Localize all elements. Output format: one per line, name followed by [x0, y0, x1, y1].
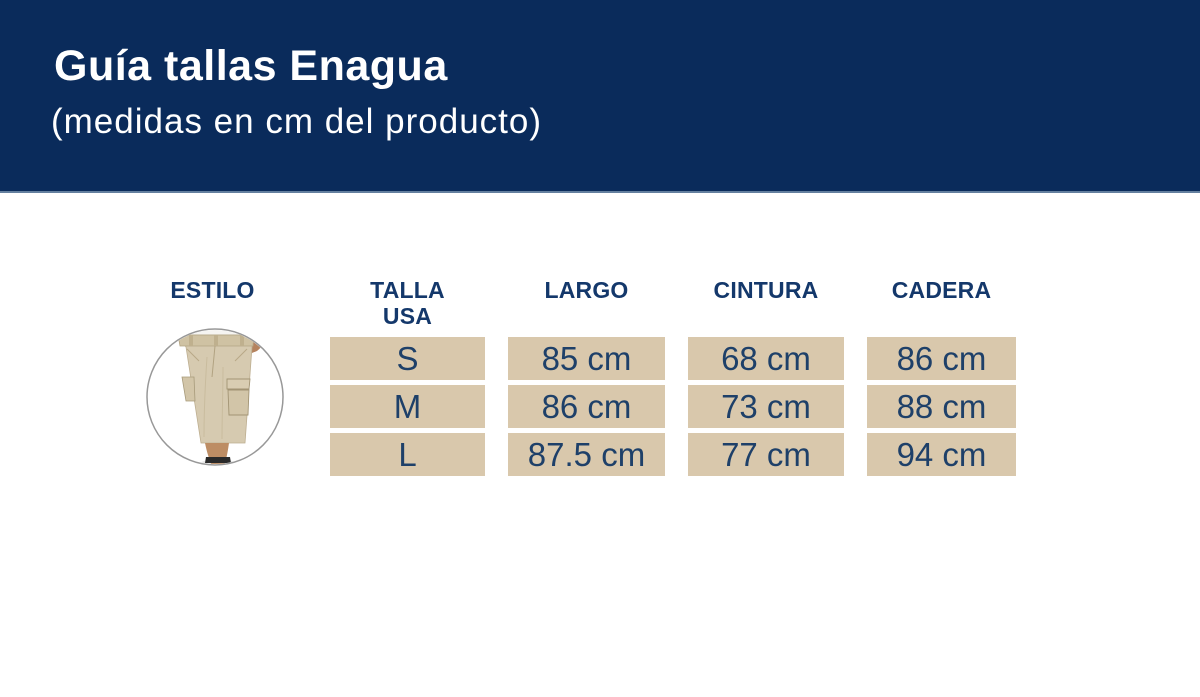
cargo-pocket-flap — [226, 378, 251, 390]
header-band: Guía tallas Enagua (medidas en cm del pr… — [0, 0, 1200, 193]
size-cell-cintura-s: 68 cm — [688, 337, 844, 380]
page-subtitle: (medidas en cm del producto) — [51, 102, 542, 141]
size-cell-cintura-m: 73 cm — [688, 385, 844, 428]
size-cell-talla-m: M — [330, 385, 485, 428]
belt-loop — [189, 335, 193, 346]
column-header-cadera: CADERA — [891, 277, 992, 303]
column-header-largo: LARGO — [544, 277, 629, 303]
pocket-seam-right — [234, 348, 248, 362]
skirt-figure — [177, 330, 268, 464]
fly-seam-line — [211, 345, 216, 378]
belt-loop — [214, 335, 218, 346]
size-cell-cintura-l: 77 cm — [688, 433, 844, 476]
sandal-shape — [205, 457, 231, 463]
size-cell-cadera-s: 86 cm — [867, 337, 1016, 380]
size-table: S 85 cm 68 cm 86 cm M 86 cm 73 cm 88 cm … — [330, 337, 1016, 476]
cargo-pocket-left — [181, 376, 196, 402]
pocket-seam-left — [186, 348, 200, 362]
size-cell-talla-l: L — [330, 433, 485, 476]
size-cell-largo-l: 87.5 cm — [508, 433, 665, 476]
size-cell-talla-s: S — [330, 337, 485, 380]
size-cell-largo-m: 86 cm — [508, 385, 665, 428]
size-cell-cadera-l: 94 cm — [867, 433, 1016, 476]
belt-loop — [240, 335, 244, 346]
table-column-headers: TALLA USA LARGO CINTURA CADERA — [330, 277, 1016, 329]
column-header-estilo: ESTILO — [170, 277, 255, 303]
crease-line — [221, 366, 224, 440]
column-header-cintura: CINTURA — [713, 277, 819, 303]
product-photo — [145, 327, 285, 467]
column-header-talla-usa: TALLA USA — [370, 277, 445, 329]
cargo-skirt-photo-illustration — [146, 328, 284, 466]
size-cell-cadera-m: 88 cm — [867, 385, 1016, 428]
page-title: Guía tallas Enagua — [54, 42, 448, 90]
size-cell-largo-s: 85 cm — [508, 337, 665, 380]
cargo-pocket-right — [227, 389, 250, 416]
crease-line — [203, 356, 208, 438]
